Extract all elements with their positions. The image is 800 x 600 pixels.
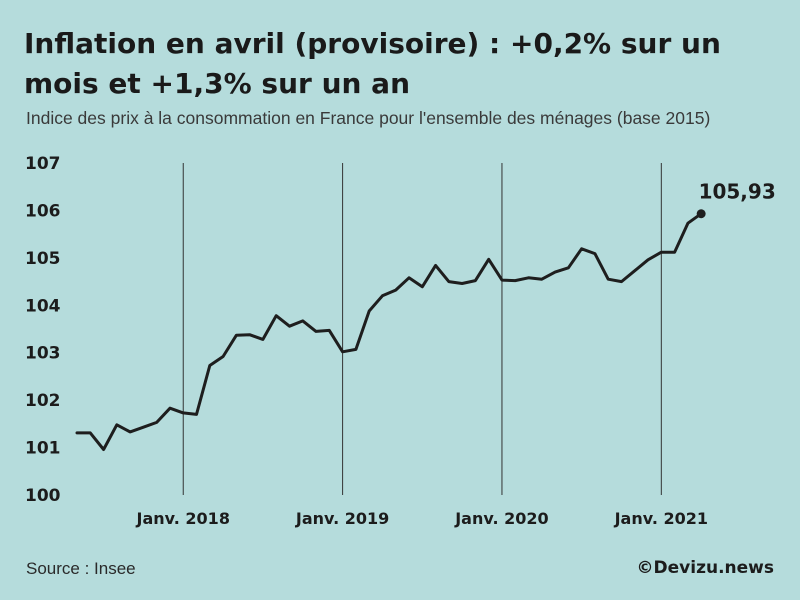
chart-subtitle: Indice des prix à la consommation en Fra… bbox=[26, 108, 711, 128]
y-tick-label: 103 bbox=[25, 344, 61, 364]
y-tick-label: 100 bbox=[25, 486, 61, 506]
x-tick-label: Janv. 2019 bbox=[295, 509, 389, 528]
x-tick-label: Janv. 2020 bbox=[454, 509, 548, 528]
source-note: Source : Insee bbox=[26, 559, 136, 578]
y-tick-label: 105 bbox=[25, 249, 61, 269]
y-tick-label: 107 bbox=[25, 154, 61, 174]
x-axis: Janv. 2018 Janv. 2019 Janv. 2020 Janv. 2021 bbox=[136, 163, 708, 528]
chart-title: Inflation en avril (provisoire) : +0,2% … bbox=[24, 27, 721, 100]
plot-area: 105,93 bbox=[75, 180, 776, 451]
y-tick-label: 104 bbox=[25, 296, 61, 316]
x-tick-label: Janv. 2021 bbox=[614, 509, 708, 528]
cpi-series-line bbox=[75, 212, 703, 451]
credit-logo: ©Devizu.news bbox=[636, 558, 774, 578]
y-tick-label: 101 bbox=[25, 439, 61, 459]
y-tick-label: 102 bbox=[25, 391, 61, 411]
y-axis: 100 101 102 103 104 105 106 107 bbox=[25, 154, 61, 506]
y-tick-label: 106 bbox=[25, 201, 61, 221]
x-tick-label: Janv. 2018 bbox=[136, 509, 230, 528]
last-point-marker bbox=[696, 209, 706, 219]
last-point-label: 105,93 bbox=[699, 180, 776, 204]
